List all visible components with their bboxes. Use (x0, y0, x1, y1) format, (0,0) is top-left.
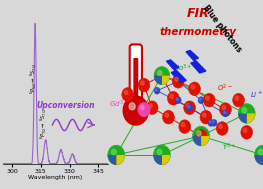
Circle shape (206, 96, 209, 100)
Circle shape (238, 104, 255, 123)
Wedge shape (238, 113, 247, 123)
Circle shape (189, 82, 200, 96)
Circle shape (170, 94, 173, 98)
Circle shape (219, 124, 222, 129)
Circle shape (213, 121, 214, 123)
Circle shape (175, 77, 178, 81)
Circle shape (198, 97, 204, 104)
Circle shape (193, 126, 210, 146)
Circle shape (233, 93, 244, 107)
Text: $Y^{3+}$: $Y^{3+}$ (222, 142, 237, 153)
Circle shape (179, 120, 191, 133)
Circle shape (181, 122, 185, 127)
Text: Upconversion: Upconversion (37, 101, 95, 110)
Circle shape (198, 132, 201, 136)
Circle shape (153, 145, 170, 165)
Circle shape (155, 89, 157, 91)
Circle shape (224, 111, 226, 113)
Circle shape (222, 105, 226, 110)
Polygon shape (186, 50, 206, 73)
Circle shape (222, 110, 229, 117)
Circle shape (158, 70, 162, 75)
Wedge shape (162, 76, 170, 85)
Circle shape (241, 125, 252, 139)
Circle shape (208, 119, 214, 126)
Circle shape (124, 96, 148, 125)
FancyBboxPatch shape (133, 58, 138, 104)
Circle shape (211, 119, 217, 126)
Circle shape (157, 149, 162, 155)
Text: FIR: FIR (186, 7, 209, 20)
Text: $Ho^{3+}$: $Ho^{3+}$ (173, 62, 193, 74)
Circle shape (200, 110, 212, 124)
Circle shape (140, 105, 144, 110)
Circle shape (163, 110, 174, 124)
Circle shape (124, 90, 128, 94)
Circle shape (199, 98, 201, 100)
Circle shape (172, 74, 184, 88)
Circle shape (154, 67, 170, 85)
Circle shape (195, 129, 207, 143)
Text: thermometry: thermometry (159, 27, 236, 37)
Text: $Li^+$: $Li^+$ (250, 89, 263, 100)
Circle shape (156, 69, 168, 82)
Text: $^6P_{5/2} \rightarrow\ ^8S_{7/2}$: $^6P_{5/2} \rightarrow\ ^8S_{7/2}$ (28, 63, 38, 94)
Text: $O^{2-}$: $O^{2-}$ (217, 83, 233, 94)
Wedge shape (201, 136, 210, 146)
Circle shape (154, 87, 160, 94)
Circle shape (203, 113, 206, 117)
Circle shape (216, 122, 228, 135)
Circle shape (138, 78, 150, 92)
Circle shape (209, 121, 211, 123)
Circle shape (140, 81, 144, 85)
Circle shape (188, 106, 190, 108)
Circle shape (196, 130, 201, 136)
Circle shape (176, 98, 178, 100)
Text: $Gd^{3+}$: $Gd^{3+}$ (109, 98, 130, 110)
Wedge shape (116, 155, 125, 165)
Circle shape (108, 145, 125, 165)
Circle shape (186, 104, 190, 108)
Wedge shape (154, 76, 162, 85)
Circle shape (112, 149, 116, 155)
Circle shape (187, 104, 193, 111)
Wedge shape (193, 136, 201, 146)
Wedge shape (255, 155, 263, 165)
Circle shape (243, 128, 247, 132)
Wedge shape (247, 113, 255, 123)
Circle shape (129, 103, 135, 110)
Circle shape (149, 104, 152, 108)
Circle shape (191, 85, 195, 89)
Text: Blue photons: Blue photons (201, 3, 243, 54)
FancyBboxPatch shape (130, 44, 142, 113)
Circle shape (255, 145, 263, 165)
Wedge shape (162, 155, 170, 165)
Wedge shape (108, 155, 116, 165)
Polygon shape (166, 60, 186, 82)
Circle shape (122, 88, 134, 101)
Circle shape (146, 101, 158, 115)
Circle shape (258, 149, 263, 155)
Circle shape (159, 71, 162, 76)
Wedge shape (153, 155, 162, 165)
Text: $^6P_{7/2} \rightarrow\ ^8S_{7/2}$: $^6P_{7/2} \rightarrow\ ^8S_{7/2}$ (38, 108, 48, 139)
Circle shape (175, 97, 181, 104)
X-axis label: Wavelength (nm): Wavelength (nm) (28, 175, 82, 180)
Circle shape (168, 91, 179, 105)
Circle shape (235, 96, 239, 100)
Circle shape (138, 102, 150, 117)
Circle shape (220, 103, 231, 116)
Circle shape (242, 108, 247, 113)
Circle shape (203, 93, 215, 107)
Circle shape (184, 101, 195, 115)
Circle shape (165, 113, 169, 117)
